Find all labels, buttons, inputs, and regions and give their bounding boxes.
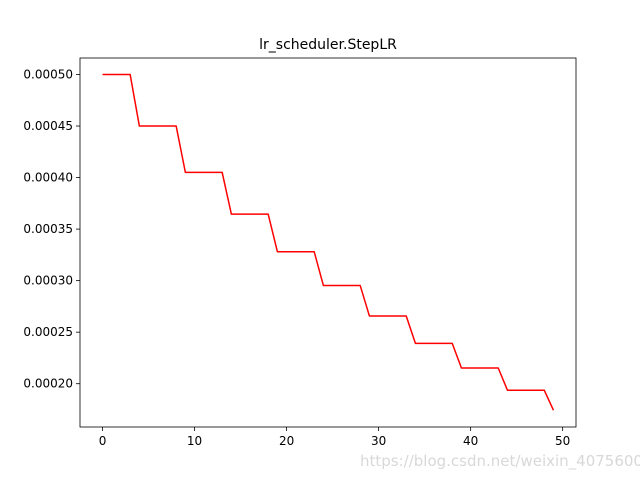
x-tick-label: 40 <box>463 434 478 448</box>
series-line <box>102 73 555 411</box>
chart-title: lr_scheduler.StepLR <box>259 37 397 53</box>
x-axis: 0 10 20 30 40 50 <box>99 427 570 448</box>
y-tick-label: 0.00050 <box>23 67 73 81</box>
y-tick-label: 0.00025 <box>23 325 73 339</box>
y-tick-label: 0.00045 <box>23 119 73 133</box>
x-tick-label: 10 <box>187 434 202 448</box>
y-tick-label: 0.00035 <box>23 222 73 236</box>
y-tick-label: 0.00030 <box>23 274 73 288</box>
y-tick-label: 0.00040 <box>23 171 73 185</box>
x-tick-label: 30 <box>371 434 386 448</box>
plot-area <box>79 57 577 428</box>
x-tick-label: 20 <box>279 434 294 448</box>
watermark: https://blog.csdn.net/weixin_40756000 <box>360 452 640 470</box>
y-axis: 0.00020 0.00025 0.00030 0.00035 0.00040 0.000… <box>23 67 80 391</box>
y-tick-label: 0.00020 <box>23 377 73 391</box>
x-tick-label: 50 <box>555 434 570 448</box>
x-tick-label: 0 <box>99 434 107 448</box>
